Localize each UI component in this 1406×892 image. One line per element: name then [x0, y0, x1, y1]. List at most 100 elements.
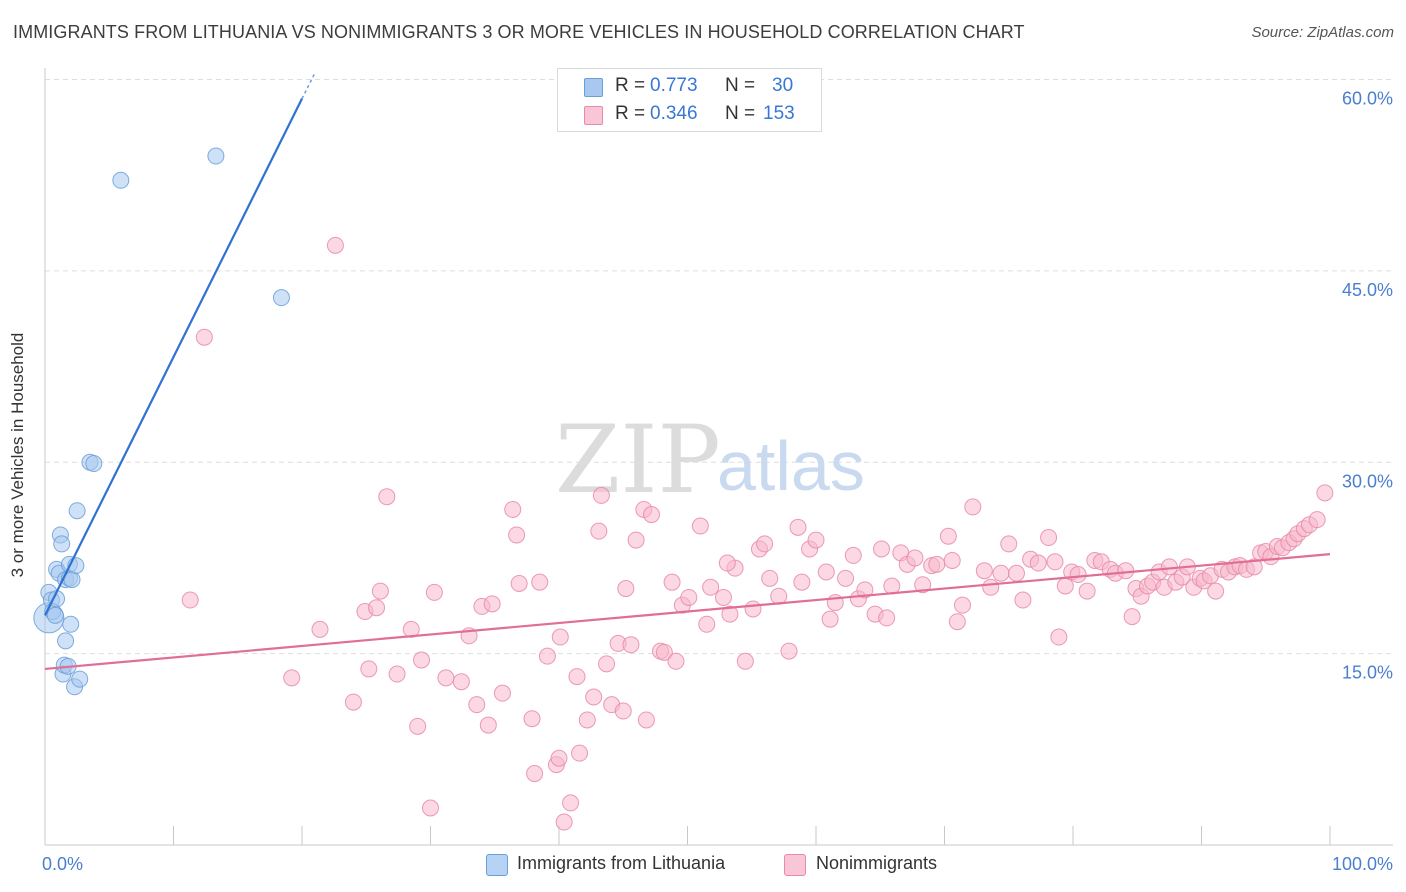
- lithuania-point: [68, 502, 86, 520]
- nonimmigrants-point: [953, 596, 971, 614]
- nonimmigrants-point: [590, 522, 608, 540]
- x-tick-label-min: 0.0%: [42, 854, 83, 874]
- nonimmigrants-point: [663, 573, 681, 591]
- lithuania-point: [71, 670, 89, 688]
- y-tick-label: 15.0%: [1342, 663, 1393, 683]
- nonimmigrants-point: [837, 569, 855, 587]
- nonimmigrants-point: [1078, 582, 1096, 600]
- nonimmigrants-point: [992, 564, 1010, 582]
- nonimmigrants-point: [510, 574, 528, 592]
- nonimmigrants-point: [780, 642, 798, 660]
- lithuania-point: [272, 289, 290, 307]
- nonimmigrants-point: [425, 583, 443, 601]
- nonimmigrants-point: [562, 794, 580, 812]
- nonimmigrants-point: [1050, 628, 1068, 646]
- watermark-zip: ZIP: [555, 406, 721, 515]
- nonimmigrants-point: [550, 749, 568, 767]
- nonimmigrants-point: [1117, 562, 1135, 580]
- lithuania-point: [85, 455, 103, 473]
- tick-labels: 15.0% 30.0% 45.0% 60.0% 0.0% 100.0%: [42, 89, 1393, 875]
- nonimmigrants-point: [817, 563, 835, 581]
- nonimmigrants-point: [622, 636, 640, 654]
- nonimmigrants-point: [655, 643, 673, 661]
- nonimmigrants-point: [598, 655, 616, 673]
- nonimmigrants-point: [736, 652, 754, 670]
- legend-n-value: 30: [772, 75, 794, 96]
- nonimmigrants-point: [928, 555, 946, 573]
- nonimmigrants-point: [283, 669, 301, 687]
- nonimmigrants-point: [422, 799, 439, 817]
- legend-n-value: 153: [763, 103, 795, 124]
- nonimmigrants-point: [311, 620, 329, 638]
- nonimmigrants-point: [413, 651, 431, 669]
- nonimmigrants-point: [388, 665, 406, 683]
- legend-label-nonimmigrants: Nonimmigrants: [816, 853, 938, 873]
- source-credit: Source: ZipAtlas.com: [1251, 24, 1394, 41]
- nonimmigrants-point: [551, 628, 569, 646]
- nonimmigrants-point: [483, 595, 501, 613]
- nonimmigrants-point: [821, 610, 839, 628]
- nonimmigrants-point: [761, 569, 779, 587]
- nonimmigrants-point: [680, 588, 698, 606]
- lithuania-point: [46, 606, 64, 624]
- series-nonimmigrants: [181, 236, 1334, 831]
- nonimmigrants-point: [1069, 566, 1087, 584]
- nonimmigrants-point: [1046, 553, 1064, 571]
- axes: [44, 68, 1393, 846]
- nonimmigrants-point: [493, 684, 511, 702]
- y-tick-label: 45.0%: [1342, 280, 1393, 300]
- nonimmigrants-point: [914, 576, 932, 594]
- nonimmigrants-point: [614, 702, 632, 720]
- nonimmigrants-point: [1014, 591, 1032, 609]
- nonimmigrants-point: [667, 652, 685, 670]
- series-immigrants-lithuania: [33, 147, 290, 696]
- x-tick-label-max: 100.0%: [1332, 854, 1393, 874]
- legend-r-label: R =: [615, 103, 646, 124]
- nonimmigrants-point: [1316, 484, 1334, 502]
- nonimmigrants-point: [906, 549, 924, 567]
- nonimmigrants-point: [402, 620, 420, 638]
- watermark-atlas: atlas: [717, 427, 865, 505]
- trend-line-lithuania: [44, 98, 303, 616]
- nonimmigrants-point: [873, 540, 891, 558]
- nonimmigrants-point: [437, 669, 455, 687]
- nonimmigrants-point: [1040, 529, 1058, 547]
- nonimmigrants-point: [627, 531, 645, 549]
- nonimmigrants-point: [555, 813, 573, 831]
- legend-swatch-lithuania: [486, 854, 508, 876]
- nonimmigrants-point: [964, 498, 982, 516]
- nonimmigrants-point: [371, 582, 389, 600]
- nonimmigrants-point: [1000, 535, 1018, 553]
- legend-row-nonimmigrants: R = 0.346 N = 153: [558, 101, 821, 127]
- nonimmigrants-point: [844, 546, 862, 564]
- nonimmigrants-point: [360, 660, 378, 678]
- nonimmigrants-point: [883, 577, 901, 595]
- trend-lines: [44, 72, 1331, 671]
- nonimmigrants-point: [789, 518, 807, 536]
- lithuania-point: [112, 171, 130, 189]
- nonimmigrants-point: [939, 527, 957, 545]
- nonimmigrants-point: [592, 486, 610, 504]
- chart-title: IMMIGRANTS FROM LITHUANIA VS NONIMMIGRAN…: [13, 22, 1025, 42]
- nonimmigrants-point: [508, 526, 526, 544]
- nonimmigrants-point: [344, 693, 362, 711]
- trend-line-lithuania-extension: [301, 72, 316, 99]
- legend-n-label: N =: [725, 75, 756, 96]
- nonimmigrants-point: [526, 765, 544, 783]
- correlation-legend: R = 0.773 N = 30 R = 0.346 N = 153: [557, 68, 822, 132]
- nonimmigrants-point: [714, 588, 732, 606]
- lithuania-point: [62, 615, 80, 633]
- lithuania-point: [207, 147, 225, 165]
- trend-line-nonimmigrants: [44, 553, 1331, 671]
- nonimmigrants-point: [181, 591, 199, 609]
- nonimmigrants-point: [721, 605, 739, 623]
- nonimmigrants-point: [479, 716, 497, 734]
- y-tick-label: 60.0%: [1342, 89, 1393, 109]
- lithuania-point: [53, 535, 71, 553]
- nonimmigrants-point: [378, 488, 396, 506]
- nonimmigrants-point: [982, 578, 1000, 596]
- nonimmigrants-point: [585, 688, 603, 706]
- nonimmigrants-point: [326, 236, 344, 254]
- legend-swatch-nonimmigrants: [784, 854, 806, 876]
